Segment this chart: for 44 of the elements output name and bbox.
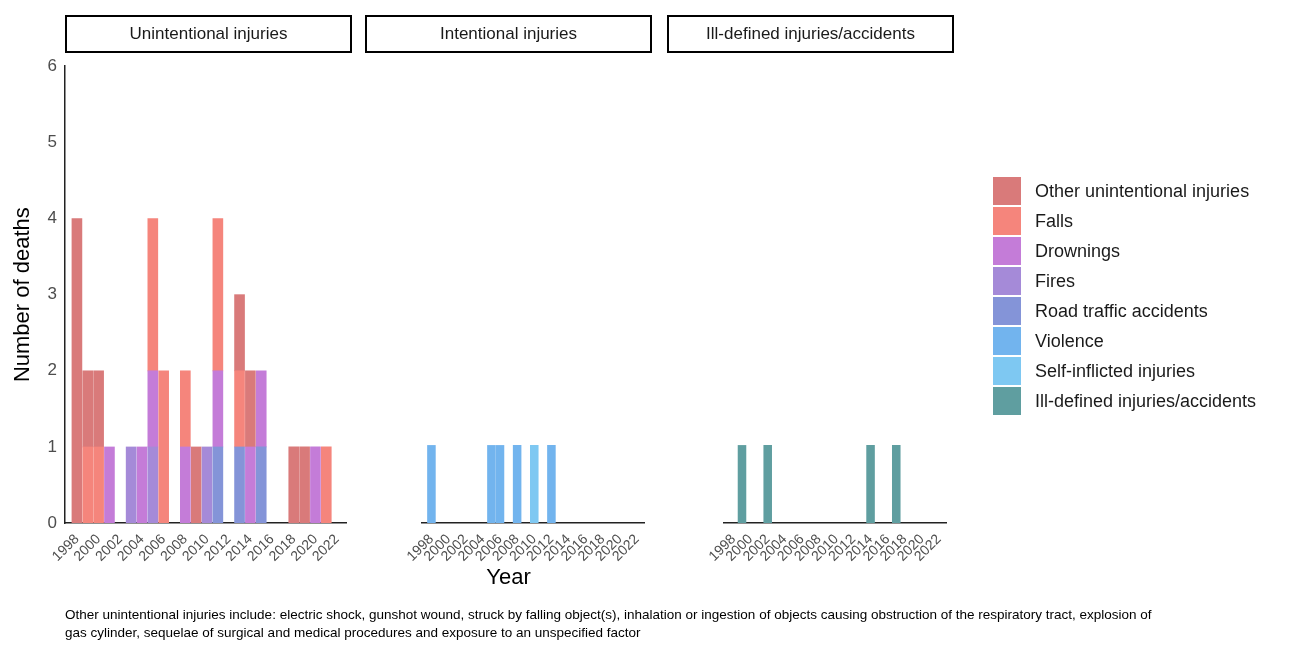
chart-title: Intentional injuries	[365, 15, 652, 53]
bar	[180, 446, 191, 524]
bar	[245, 370, 256, 448]
legend-label: Road traffic accidents	[1035, 300, 1208, 322]
bar	[234, 294, 245, 372]
bar	[104, 446, 115, 524]
chart-title: Unintentional injuries	[65, 15, 352, 53]
bar	[255, 446, 267, 524]
bar	[212, 446, 224, 524]
legend-label: Violence	[1035, 330, 1104, 352]
bar	[201, 446, 213, 524]
bar	[245, 446, 256, 524]
y-tick-label: 1	[47, 436, 57, 456]
bar	[125, 446, 137, 524]
chart-title: Ill-defined injuries/accidents	[667, 15, 954, 53]
bar	[158, 370, 169, 524]
legend-label: Ill-defined injuries/accidents	[1035, 390, 1257, 412]
bar	[147, 218, 159, 372]
y-axis-title: Number of deaths	[9, 207, 35, 383]
legend-label: Drownings	[1035, 240, 1121, 262]
legend-label: Falls	[1035, 210, 1074, 232]
bar	[234, 370, 245, 448]
bar	[147, 446, 159, 524]
legend-label: Fires	[1035, 270, 1075, 292]
y-tick-label: 0	[47, 512, 57, 532]
bar	[212, 218, 224, 372]
y-tick-label: 5	[47, 132, 57, 152]
y-tick-label: 2	[47, 360, 57, 380]
bar	[136, 446, 148, 524]
bar	[234, 446, 245, 524]
bar	[180, 370, 191, 448]
bar	[190, 446, 202, 524]
legend-label: Self-inflicted injuries	[1035, 360, 1196, 382]
bar	[310, 446, 321, 524]
legend-label: Other unintentional injuries	[1035, 180, 1250, 202]
y-tick-label: 6	[47, 55, 57, 75]
bar	[255, 370, 267, 448]
text: Other unintentional injuries include: electric shock, gunshot wound, struck by falling object(s), inhalation or ingestion of objects causing obstruction of the respiratory tract, explosion of gas cylinder, sequelae of surgical and medical procedures and exposure to an unspecified factor	[65, 606, 1153, 642]
x-axis-title: Year	[485, 564, 532, 590]
bar	[320, 446, 332, 524]
bar	[147, 370, 159, 448]
y-tick-label: 4	[47, 208, 57, 228]
bar	[212, 370, 224, 448]
y-tick-label: 3	[47, 284, 57, 304]
